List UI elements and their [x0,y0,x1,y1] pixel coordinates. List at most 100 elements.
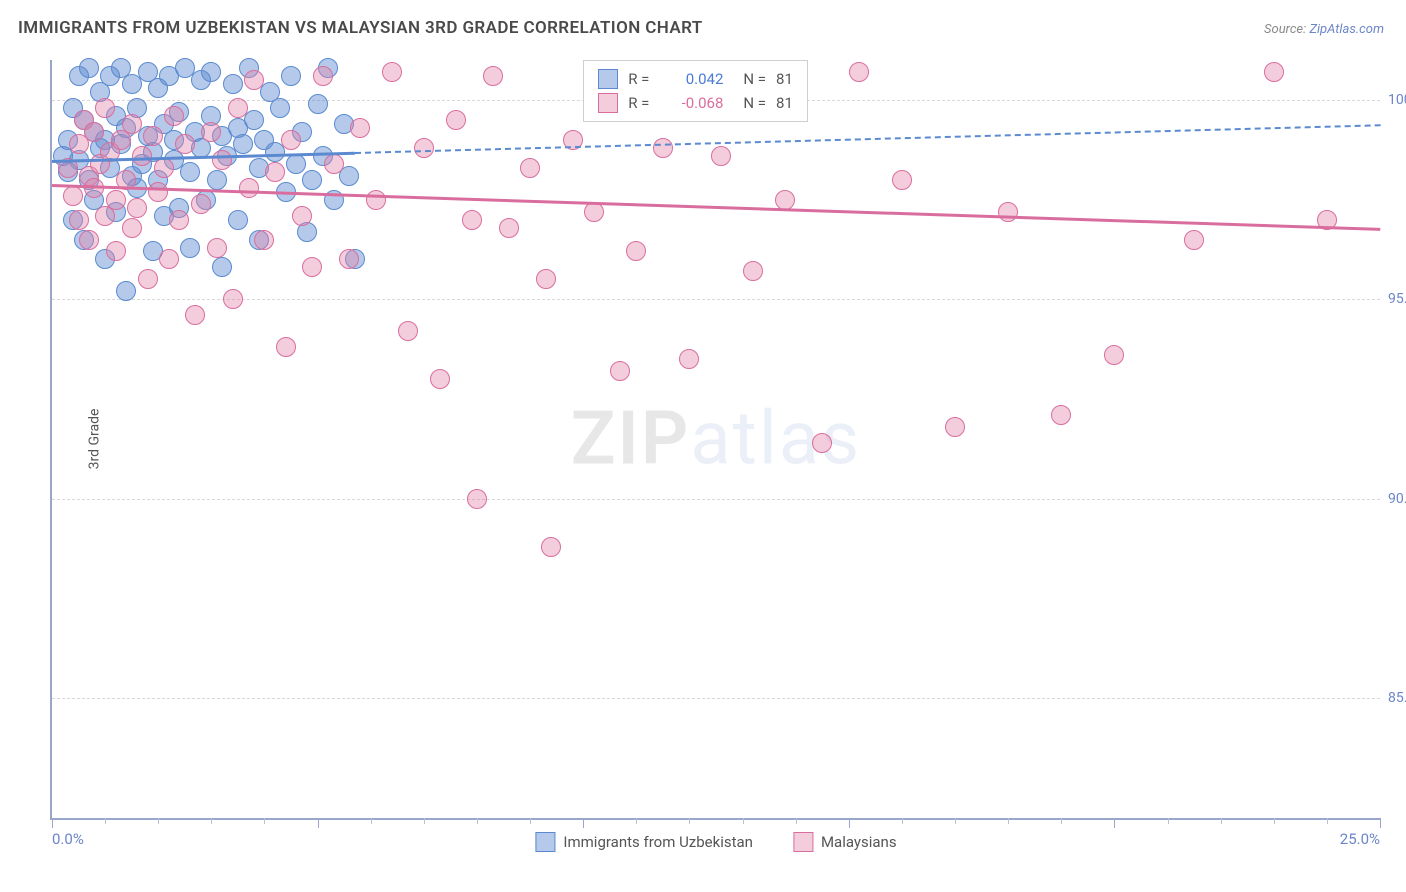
x-tick-minor [902,818,903,824]
data-point [892,170,912,190]
data-point [382,62,402,82]
x-tick-minor [264,818,265,824]
data-point [430,369,450,389]
data-point [276,337,296,357]
data-point [499,218,519,238]
data-point [849,62,869,82]
n-value: 81 [776,94,793,112]
data-point [254,230,274,250]
n-label: N = [743,94,766,112]
x-tick-minor [424,818,425,824]
x-tick-minor [158,818,159,824]
data-point [244,70,264,90]
data-point [302,170,322,190]
gridline [52,698,1380,699]
data-point [191,194,211,214]
data-point [462,210,482,230]
data-point [775,190,795,210]
legend-item: Malaysians [793,832,897,852]
data-point [339,249,359,269]
x-tick-major [849,818,850,828]
x-tick-major [1380,818,1381,828]
data-point [626,241,646,261]
legend-label: Immigrants from Uzbekistan [563,833,753,851]
data-point [207,238,227,258]
x-tick-minor [105,818,106,824]
data-point [223,74,243,94]
data-point [265,162,285,182]
data-point [281,130,301,150]
legend-label: Malaysians [821,833,897,851]
x-tick-major [52,818,53,828]
watermark-rest: atlas [690,396,861,483]
r-label: R = [628,70,649,88]
x-tick-minor [477,818,478,824]
x-tick-minor [371,818,372,824]
x-tick-minor [1221,818,1222,824]
data-point [350,118,370,138]
x-tick-minor [1008,818,1009,824]
x-tick-major [583,818,584,828]
data-point [446,110,466,130]
data-point [711,146,731,166]
n-value: 81 [776,70,793,88]
data-point [79,58,99,78]
legend-swatch [598,69,618,89]
data-point [69,210,89,230]
scatter-plot: 3rd Grade ZIPatlas 0.0% 25.0% Immigrants… [50,60,1380,820]
data-point [143,126,163,146]
data-point [302,257,322,277]
x-tick-minor [1168,818,1169,824]
x-tick-minor [211,818,212,824]
data-point [653,138,673,158]
x-axis-max-label: 25.0% [1340,830,1380,848]
source-credit: Source: ZipAtlas.com [1264,22,1384,37]
data-point [239,178,259,198]
data-point [154,158,174,178]
watermark-bold: ZIP [571,396,691,483]
data-point [159,249,179,269]
x-axis-min-label: 0.0% [52,830,84,848]
data-point [610,361,630,381]
y-tick-label: 85.0% [1388,690,1406,706]
legend-row: R =-0.068N =81 [598,91,793,115]
data-point [679,349,699,369]
data-point [324,154,344,174]
data-point [180,238,200,258]
data-point [127,198,147,218]
y-tick-label: 95.0% [1388,291,1406,307]
data-point [313,66,333,86]
correlation-legend: R =0.042N =81R =-0.068N =81 [583,60,808,122]
source-label: Source: [1264,22,1309,37]
data-point [228,210,248,230]
data-point [414,138,434,158]
legend-swatch [535,832,555,852]
data-point [122,114,142,134]
data-point [945,417,965,437]
data-point [106,190,126,210]
data-point [812,433,832,453]
data-point [286,154,306,174]
data-point [1184,230,1204,250]
legend-swatch [598,93,618,113]
data-point [148,182,168,202]
x-tick-minor [636,818,637,824]
r-label: R = [628,94,649,112]
r-value: 0.042 [659,70,723,88]
data-point [339,166,359,186]
source-value: ZipAtlas.com [1309,22,1384,37]
data-point [138,269,158,289]
data-point [122,218,142,238]
data-point [212,150,232,170]
chart-title: IMMIGRANTS FROM UZBEKISTAN VS MALAYSIAN … [18,18,703,38]
legend-item: Immigrants from Uzbekistan [535,832,753,852]
x-tick-minor [743,818,744,824]
x-tick-minor [1061,818,1062,824]
gridline [52,499,1380,500]
data-point [95,98,115,118]
y-axis-label: 3rd Grade [86,409,102,470]
x-tick-minor [689,818,690,824]
data-point [1051,405,1071,425]
data-point [520,158,540,178]
data-point [164,106,184,126]
